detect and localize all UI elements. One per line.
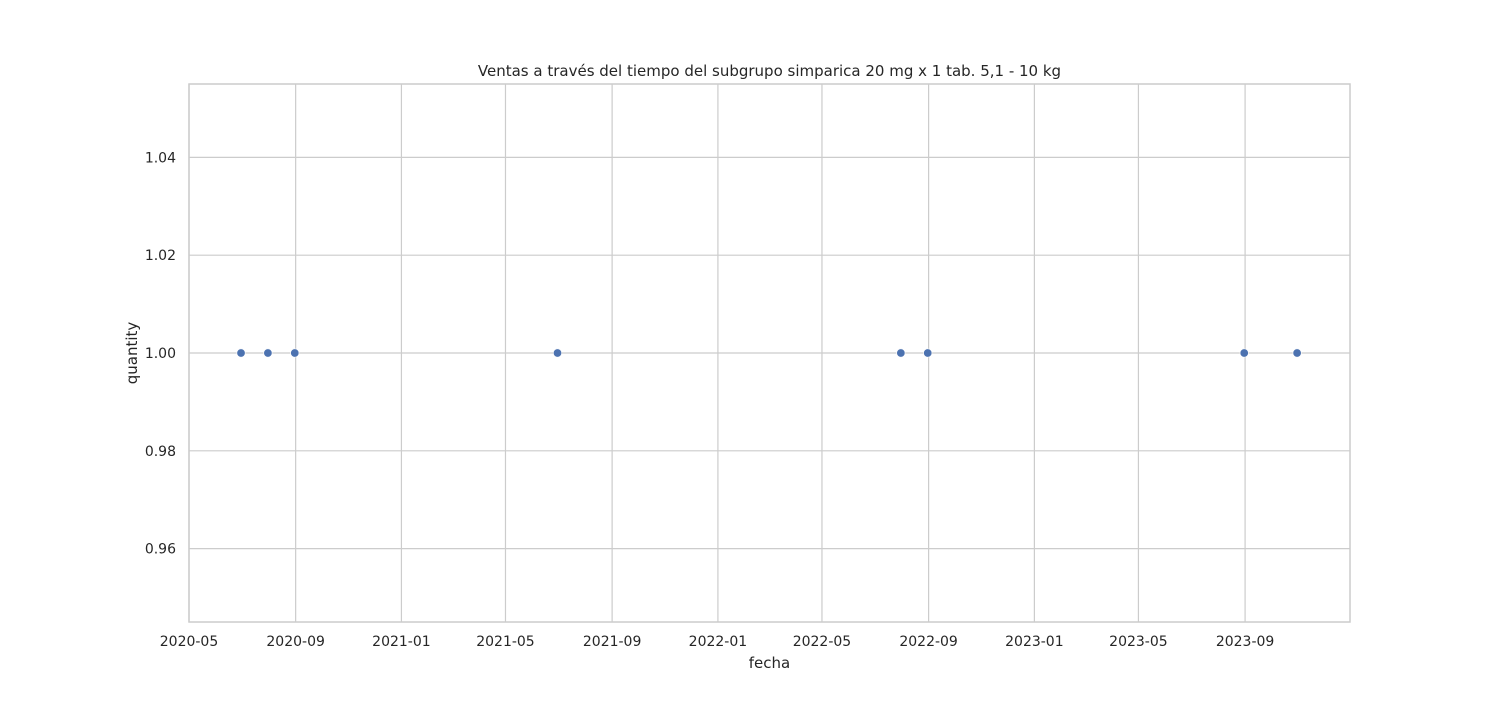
y-axis-label: quantity	[123, 322, 141, 385]
x-tick-label: 2022-01	[689, 634, 748, 650]
plot-frame	[188, 83, 1351, 623]
x-axis-label: fecha	[749, 654, 790, 672]
tick-labels: 2020-05 2020-09 2021-01 2021-05 2021-09 2022-…	[145, 150, 1275, 650]
x-tick-label: 2021-05	[476, 634, 535, 650]
x-tick-label: 2021-01	[372, 634, 431, 650]
data-point	[290, 348, 300, 358]
data-point	[236, 348, 246, 358]
y-tick-label: 1.04	[145, 150, 176, 166]
x-tick-label: 2023-05	[1109, 634, 1168, 650]
data-point	[923, 348, 933, 358]
x-tick-label: 2020-09	[266, 634, 325, 650]
data-point	[896, 348, 906, 358]
data-point	[263, 348, 273, 358]
x-tick-label: 2021-09	[583, 634, 642, 650]
chart-title: Ventas a través del tiempo del subgrupo …	[478, 62, 1061, 80]
data-point	[1239, 348, 1249, 358]
y-tick-label: 1.00	[145, 346, 176, 362]
y-tick-label: 0.98	[145, 444, 176, 460]
data-point	[553, 348, 563, 358]
y-tick-label: 0.96	[145, 542, 176, 558]
points-layer	[236, 348, 1302, 358]
x-tick-label: 2020-05	[160, 634, 219, 650]
y-tick-label: 1.02	[145, 248, 176, 264]
x-tick-label: 2023-09	[1216, 634, 1275, 650]
grid-layer	[188, 84, 1350, 622]
x-tick-label: 2022-09	[899, 634, 958, 650]
data-point	[1292, 348, 1302, 358]
x-tick-label: 2022-05	[793, 634, 852, 650]
x-tick-label: 2023-01	[1005, 634, 1064, 650]
